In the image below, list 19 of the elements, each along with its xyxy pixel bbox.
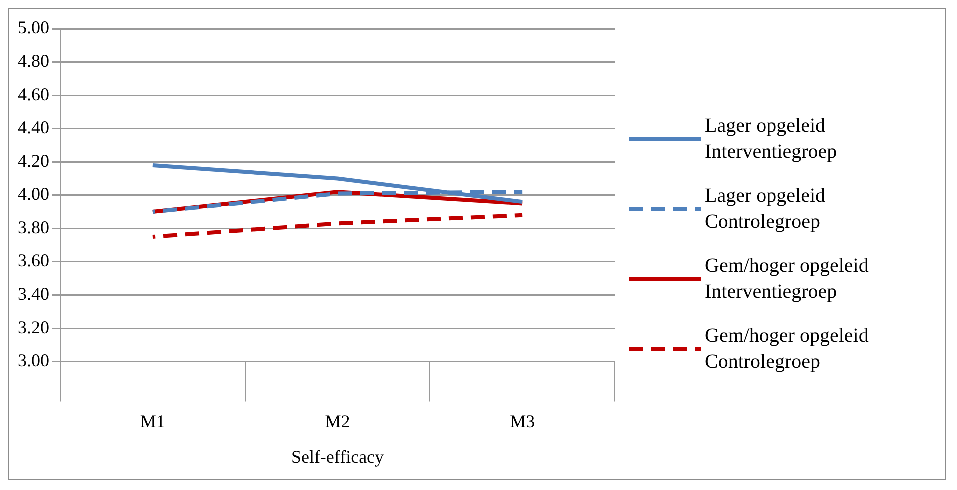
y-tick-label: 3.60	[18, 250, 50, 271]
y-tick-label: 3.40	[18, 284, 50, 304]
y-tick-label: 4.80	[18, 51, 50, 72]
y-tick-label: 3.80	[18, 217, 50, 238]
legend-label: Gem/hoger opgeleid Interventiegroep	[705, 254, 870, 305]
legend-label: Lager opgeleid Interventiegroep	[705, 114, 838, 165]
x-tick-label: M2	[325, 411, 350, 432]
y-tick-label: 4.00	[18, 184, 50, 204]
y-tick-label: 3.00	[18, 350, 50, 371]
legend-label: Lager opgeleid Controlegroep	[705, 184, 826, 235]
y-tick-label: 4.60	[18, 84, 50, 104]
y-tick-label: 4.40	[18, 118, 50, 138]
x-tick-label: M3	[510, 411, 536, 432]
y-tick-label: 3.20	[18, 317, 50, 338]
y-tick-label: 5.00	[18, 18, 50, 38]
y-tick-label: 4.20	[18, 150, 50, 171]
x-tick-label: M1	[140, 411, 166, 432]
legend-label: Gem/hoger opgeleid Controlegroep	[705, 324, 870, 375]
x-axis-title: Self-efficacy	[291, 446, 384, 467]
